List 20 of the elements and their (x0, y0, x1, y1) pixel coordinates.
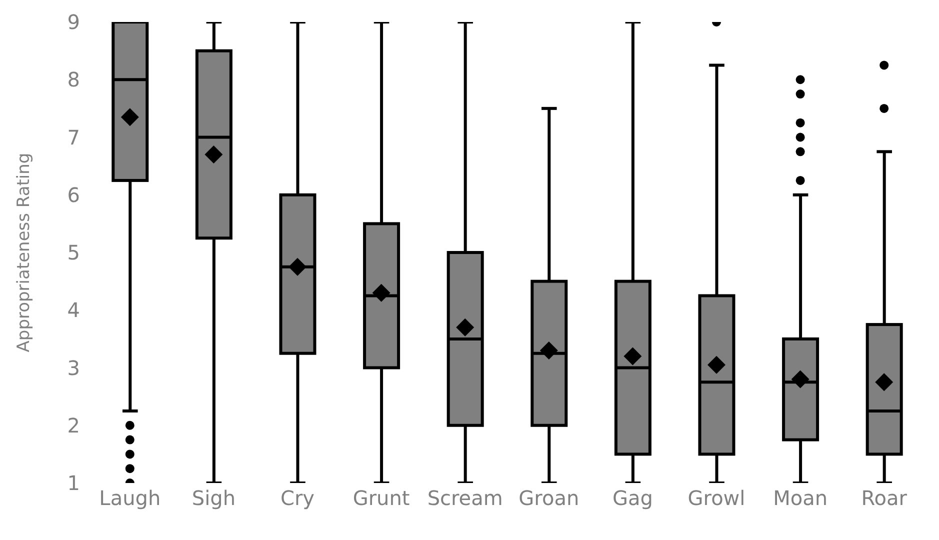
y-tick-label: 6 (67, 182, 80, 207)
y-tick-label: 7 (67, 125, 80, 150)
x-tick-label: Scream (427, 486, 503, 510)
x-tick-label: Grunt (352, 486, 410, 510)
x-tick-label: Roar (861, 486, 908, 510)
x-tick-label: Moan (773, 486, 828, 510)
y-tick-label: 9 (67, 10, 80, 34)
y-tick-label: 3 (67, 356, 80, 380)
x-tick-label: Laugh (99, 486, 161, 510)
y-tick-label: 5 (67, 240, 80, 265)
y-tick-label: 8 (67, 68, 80, 92)
y-tick-label: 4 (67, 298, 80, 322)
y-tick-label: 1 (67, 471, 80, 496)
x-tick-label: Growl (688, 486, 746, 510)
x-tick-label: Gag (612, 486, 653, 510)
x-tick-label: Sigh (192, 486, 236, 510)
y-axis-title: Appropriateness Rating (14, 152, 34, 352)
y-tick-label: 2 (67, 413, 80, 438)
x-tick-label: Groan (518, 486, 580, 510)
x-tick-label: Cry (280, 486, 315, 510)
